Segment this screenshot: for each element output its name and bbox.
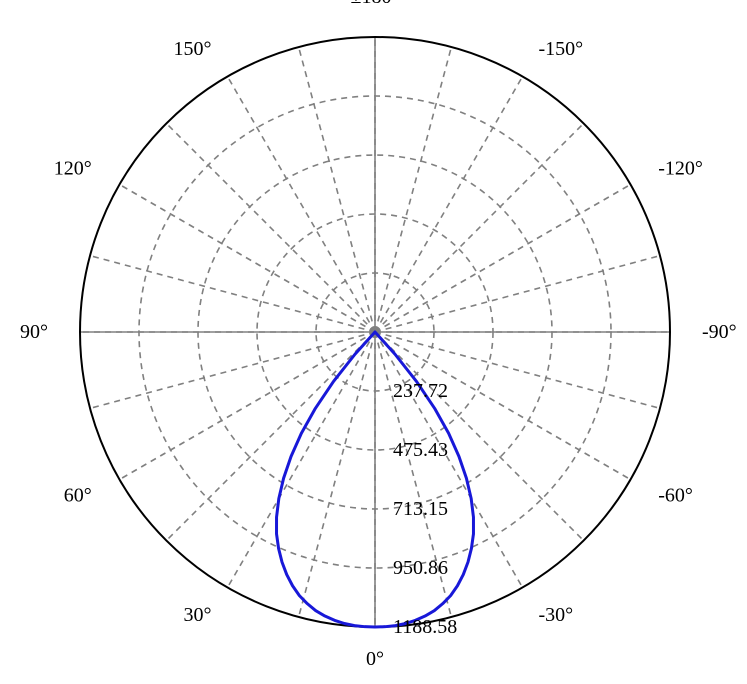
grid-spoke — [375, 123, 584, 332]
angle-label: 90° — [20, 321, 48, 343]
radial-label: 1188.58 — [393, 616, 457, 638]
radial-label: 713.15 — [393, 498, 448, 520]
angle-label: -120° — [658, 158, 703, 180]
radial-label: 237.72 — [393, 380, 448, 402]
grid-spoke — [120, 185, 375, 333]
grid-spoke — [299, 47, 375, 332]
grid-spoke — [120, 332, 375, 480]
radial-label: 950.86 — [393, 557, 448, 579]
angle-label: -30° — [539, 604, 574, 626]
angle-label: 60° — [64, 485, 92, 507]
angle-label: -90° — [702, 321, 737, 343]
grid-spoke — [90, 332, 375, 408]
grid-spoke — [375, 47, 451, 332]
angle-label: 120° — [54, 158, 92, 180]
angle-label: 30° — [184, 604, 212, 626]
grid-spoke — [375, 256, 660, 332]
grid-spoke — [228, 332, 376, 587]
grid-spoke — [375, 77, 523, 332]
angle-label: -60° — [658, 485, 693, 507]
polar-chart: 0° 30° 60° 90° 120° 150° ±180° -150° -120° -90° -6… — [0, 0, 747, 684]
grid-spoke — [375, 185, 630, 333]
angle-label: -150° — [539, 38, 584, 60]
angle-label: 150° — [174, 38, 212, 60]
grid-spoke — [90, 256, 375, 332]
grid-spoke — [299, 332, 375, 617]
angle-label: 0° — [366, 648, 384, 670]
radial-label: 475.43 — [393, 439, 448, 461]
grid-spoke — [166, 123, 375, 332]
grid-spoke — [166, 332, 375, 541]
angle-label: ±180° — [351, 0, 400, 8]
grid-spoke — [228, 77, 376, 332]
